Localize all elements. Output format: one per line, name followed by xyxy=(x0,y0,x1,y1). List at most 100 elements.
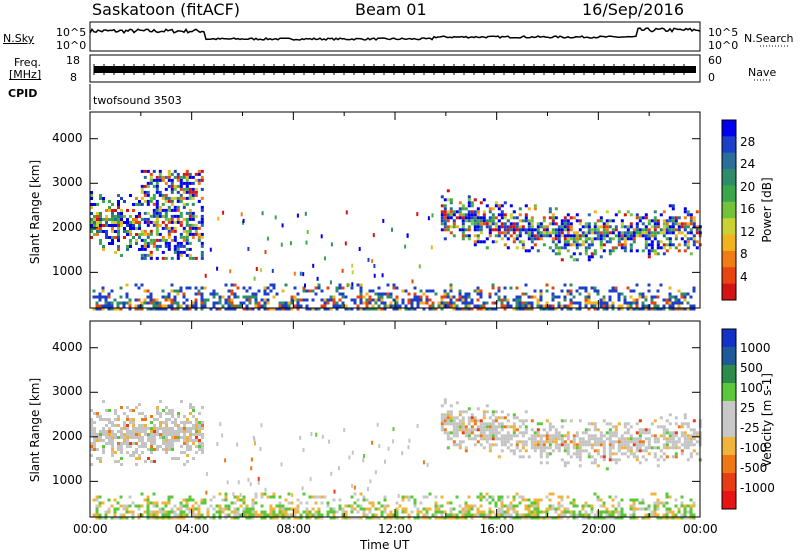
power-echo-cell xyxy=(554,246,558,250)
power-echo-cell xyxy=(266,236,269,241)
velocity-echo-cell xyxy=(584,504,588,508)
power-echo-cell xyxy=(443,219,447,223)
velocity-echo-cell xyxy=(152,510,156,514)
velocity-echo-cell xyxy=(301,486,304,491)
power-echo-cell xyxy=(614,225,618,229)
power-echo-cell xyxy=(521,219,525,223)
power-echo-cell xyxy=(105,218,108,221)
power-echo-cell xyxy=(575,301,579,305)
power-echo-cell xyxy=(344,241,347,246)
power-echo-cell xyxy=(200,244,204,248)
velocity-echo-cell xyxy=(362,458,365,463)
velocity-echo-cell xyxy=(647,452,651,456)
velocity-echo-cell xyxy=(665,446,669,450)
power-echo-cell xyxy=(479,307,483,311)
power-colorbar-segment xyxy=(722,136,736,154)
power-echo-cell xyxy=(176,178,180,182)
velocity-echo-cell xyxy=(128,510,132,514)
velocity-echo-cell xyxy=(596,452,600,456)
velocity-echo-cell xyxy=(461,507,465,511)
power-echo-cell xyxy=(473,210,477,214)
power-echo-cell xyxy=(473,216,477,220)
velocity-echo-cell xyxy=(497,422,501,426)
velocity-echo-cell xyxy=(158,507,162,511)
power-echo-cell xyxy=(530,231,534,235)
power-echo-cell xyxy=(149,196,153,200)
velocity-echo-cell xyxy=(665,495,669,499)
velocity-echo-cell xyxy=(683,422,687,426)
power-echo-cell xyxy=(398,307,402,311)
velocity-echo-cell xyxy=(150,415,153,418)
velocity-echo-cell xyxy=(491,516,495,520)
velocity-echo-cell xyxy=(503,434,507,438)
power-echo-cell xyxy=(111,230,114,233)
velocity-echo-cell xyxy=(476,419,480,423)
velocity-echo-cell xyxy=(111,454,114,457)
velocity-echo-cell xyxy=(302,448,305,453)
power-echo-cell xyxy=(491,307,495,311)
velocity-echo-cell xyxy=(632,501,636,505)
velocity-echo-cell xyxy=(165,448,168,451)
power-echo-cell xyxy=(620,219,624,223)
velocity-echo-cell xyxy=(90,418,93,421)
power-echo-cell xyxy=(179,289,183,293)
velocity-echo-cell xyxy=(614,425,618,429)
power-echo-cell xyxy=(587,301,591,305)
power-echo-cell xyxy=(197,220,201,224)
velocity-echo-cell xyxy=(102,439,105,442)
power-echo-cell xyxy=(170,298,174,302)
power-echo-cell xyxy=(188,241,192,245)
power-echo-cell xyxy=(427,216,430,221)
velocity-echo-cell xyxy=(239,504,243,508)
velocity-echo-cell xyxy=(557,513,561,517)
velocity-echo-cell xyxy=(662,446,666,450)
power-echo-cell xyxy=(138,233,141,236)
power-echo-cell xyxy=(428,307,432,311)
velocity-echo-cell xyxy=(108,427,111,430)
velocity-echo-cell xyxy=(482,437,486,441)
velocity-echo-cell xyxy=(147,457,150,460)
power-echo-cell xyxy=(188,304,192,308)
power-echo-cell xyxy=(659,283,663,287)
velocity-echo-cell xyxy=(668,413,672,417)
velocity-echo-cell xyxy=(497,498,501,502)
velocity-echo-cell xyxy=(479,498,483,502)
velocity-echo-cell xyxy=(683,437,687,441)
velocity-echo-cell xyxy=(458,413,462,417)
power-echo-cell xyxy=(155,175,159,179)
power-echo-cell xyxy=(229,269,232,274)
power-echo-cell xyxy=(248,286,252,290)
power-echo-cell xyxy=(425,298,429,302)
power-echo-cell xyxy=(132,218,135,221)
power-echo-cell xyxy=(90,221,93,224)
power-echo-cell xyxy=(668,292,672,296)
power-echo-cell xyxy=(647,228,651,232)
power-echo-cell xyxy=(449,201,453,205)
power-echo-cell xyxy=(518,298,522,302)
power-echo-cell xyxy=(212,289,216,293)
velocity-echo-cell xyxy=(425,507,429,511)
power-echo-cell xyxy=(668,301,672,305)
velocity-echo-cell xyxy=(683,446,687,450)
velocity-echo-cell xyxy=(545,495,549,499)
power-echo-cell xyxy=(99,221,102,224)
velocity-echo-cell xyxy=(605,507,609,511)
power-echo-cell xyxy=(146,223,150,227)
velocity-echo-cell xyxy=(150,451,153,454)
power-echo-cell xyxy=(458,292,462,296)
power-echo-cell xyxy=(512,231,516,235)
velocity-echo-cell xyxy=(689,513,693,517)
velocity-echo-cell xyxy=(195,427,198,430)
power-echo-cell xyxy=(140,217,144,221)
velocity-echo-cell xyxy=(629,452,633,456)
power-echo-cell xyxy=(566,213,570,217)
velocity-echo-cell xyxy=(629,425,633,429)
power-echo-cell xyxy=(188,175,192,179)
velocity-echo-cell xyxy=(524,507,528,511)
velocity-echo-cell xyxy=(494,516,498,520)
power-echo-cell xyxy=(138,248,141,251)
velocity-echo-cell xyxy=(156,409,159,412)
velocity-echo-cell xyxy=(90,463,93,466)
velocity-echo-cell xyxy=(560,437,564,441)
power-echo-cell xyxy=(347,307,351,311)
